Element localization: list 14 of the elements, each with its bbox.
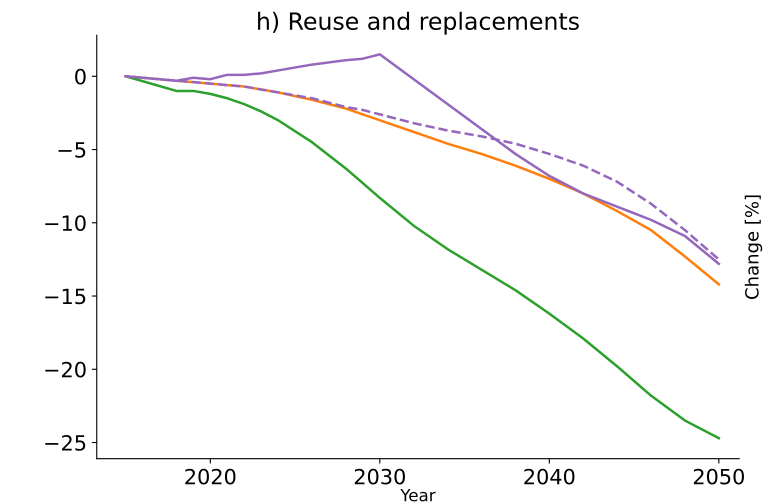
x-tick-label: 2040 (524, 468, 574, 484)
y-tick-label: −20 (45, 362, 86, 378)
y-tick-label: −15 (45, 288, 86, 304)
y-tick-label: −10 (45, 215, 86, 231)
y-tick-label: −25 (45, 434, 86, 451)
x-tick-label: 2030 (354, 468, 405, 484)
y-tick-label: 0 (75, 68, 86, 85)
line-series (124, 75, 720, 440)
x-tick-label: 2020 (185, 468, 236, 484)
y-tick-label: −5 (58, 142, 86, 158)
y-axis-title: Change [%] (744, 195, 762, 300)
x-axis-title: Year (400, 489, 436, 502)
x-tick-label: 2050 (694, 468, 744, 484)
chart-title: h) Reuse and replacements (258, 12, 579, 35)
